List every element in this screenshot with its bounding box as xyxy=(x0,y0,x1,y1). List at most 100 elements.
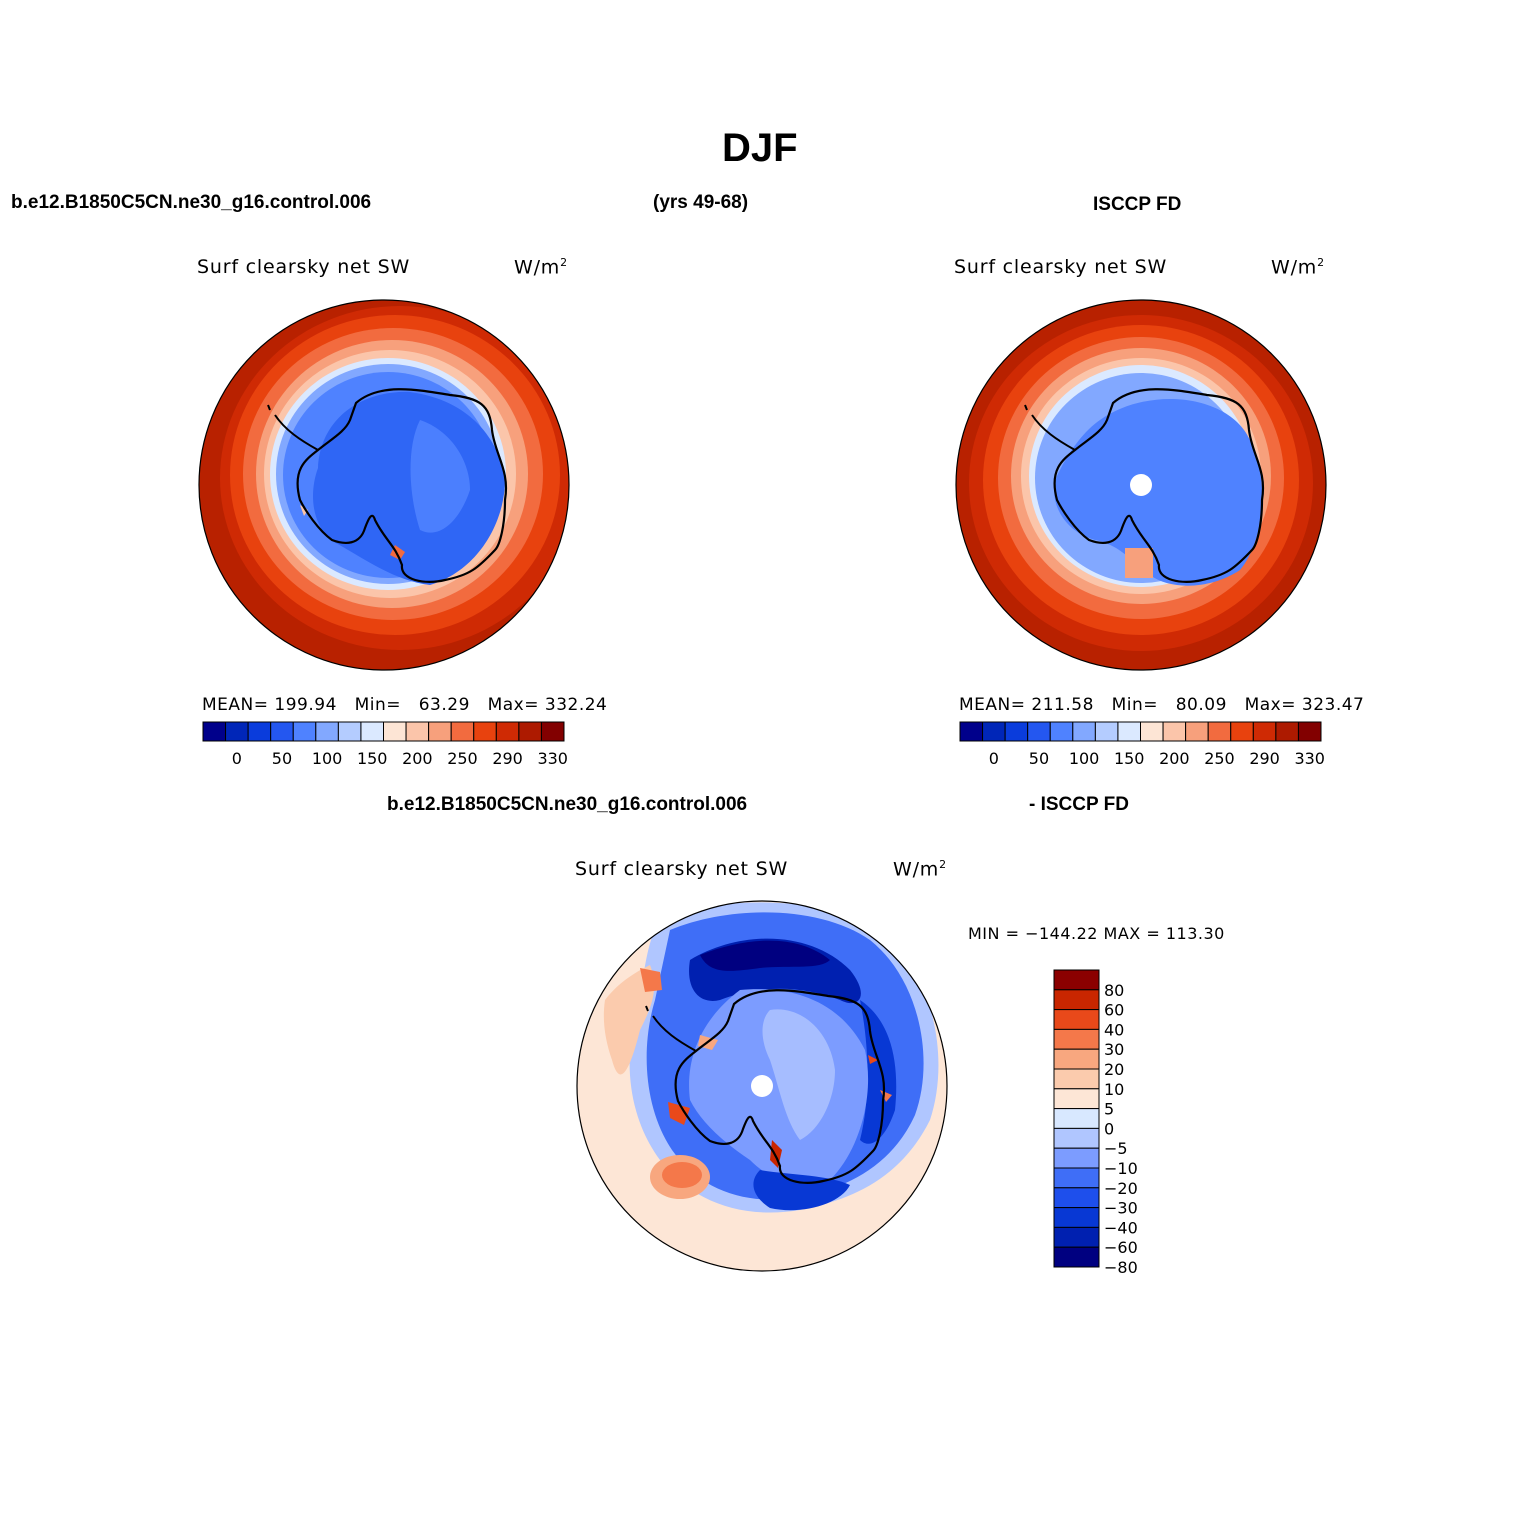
diff-colorbar-tick-label: −5 xyxy=(1104,1139,1128,1158)
diff-units-base: W/m xyxy=(893,858,940,881)
model-colorbar-swatch xyxy=(540,721,565,742)
model-colorbar-swatch xyxy=(405,721,430,742)
diff-case-name: b.e12.B1850C5CN.ne30_g16.control.006 xyxy=(387,794,748,815)
diff-colorbar-tick-label: 40 xyxy=(1104,1020,1124,1039)
diff-units-exp: 2 xyxy=(939,858,947,871)
model-colorbar-swatch xyxy=(337,721,362,742)
diff-colorbar-tick-label: 5 xyxy=(1104,1100,1114,1119)
diff-colorbar-tick-label: −20 xyxy=(1104,1179,1138,1198)
model-colorbar-tick-label: 200 xyxy=(402,749,433,768)
obs-stats: MEAN= 211.58 Min= 80.09 Max= 323.47 xyxy=(959,695,1365,715)
obs-colorbar-tick-label: 330 xyxy=(1294,749,1325,768)
diff-colorbar-tick-label: −10 xyxy=(1104,1159,1138,1178)
diff-stats: MIN = −144.22 MAX = 113.30 xyxy=(968,924,1225,943)
model-colorbar-swatch xyxy=(247,721,272,742)
model-colorbar-tick-label: 330 xyxy=(537,749,568,768)
obs-units: W/m2 xyxy=(1271,256,1325,278)
obs-colorbar-swatch xyxy=(1297,721,1322,742)
diff-colorbar-swatch xyxy=(1053,1108,1100,1129)
model-colorbar-swatch xyxy=(518,721,542,742)
model-colorbar-tick-label: 0 xyxy=(232,749,242,768)
obs-antarctica-outline xyxy=(1053,388,1265,583)
model-colorbar-swatch xyxy=(495,721,520,742)
model-colorbar-swatch xyxy=(360,721,384,742)
diff-colorbar-swatch xyxy=(1053,1147,1100,1169)
model-map xyxy=(198,299,570,671)
obs-colorbar-swatch xyxy=(1094,721,1119,742)
obs-map xyxy=(955,299,1327,671)
diff-variable-title: Surf clearsky net SW xyxy=(575,858,789,880)
obs-colorbar-swatch xyxy=(1230,721,1254,742)
diff-map xyxy=(576,900,948,1272)
obs-colorbar-tick-label: 200 xyxy=(1159,749,1190,768)
diff-colorbar-swatch xyxy=(1053,989,1100,1011)
diff-units: W/m2 xyxy=(893,858,947,880)
obs-units-exp: 2 xyxy=(1317,256,1325,269)
model-colorbar-swatch xyxy=(315,721,339,742)
obs-name: ISCCP FD xyxy=(1093,194,1182,215)
case-name: b.e12.B1850C5CN.ne30_g16.control.006 xyxy=(11,192,372,213)
obs-colorbar-swatch xyxy=(1207,721,1232,742)
diff-colorbar-tick-label: −60 xyxy=(1104,1238,1138,1257)
model-antarctica-outline xyxy=(296,388,508,583)
model-colorbar-tick-label: 250 xyxy=(447,749,478,768)
diff-colorbar-swatch xyxy=(1053,1246,1100,1268)
model-colorbar: 0 50 100 150 200 250 290 330 xyxy=(202,721,568,768)
obs-colorbar-swatch xyxy=(1140,721,1164,742)
diff-colorbar-swatch xyxy=(1053,1068,1100,1090)
diff-colorbar-swatch xyxy=(1053,1009,1100,1030)
obs-colorbar-swatch xyxy=(1117,721,1141,742)
obs-pole-hole xyxy=(1130,474,1152,496)
diff-colorbar-swatch xyxy=(1053,1207,1100,1228)
diff-colorbar-swatch xyxy=(1053,1088,1100,1110)
obs-colorbar-swatch xyxy=(959,721,984,742)
diff-colorbar-swatch xyxy=(1053,1028,1100,1050)
model-colorbar-swatch xyxy=(292,721,317,742)
diff-colorbar-tick-label: 0 xyxy=(1104,1119,1114,1138)
model-stats: MEAN= 199.94 Min= 63.29 Max= 332.24 xyxy=(202,695,608,715)
diff-colorbar-swatch xyxy=(1053,1187,1100,1209)
obs-colorbar-swatch xyxy=(1252,721,1277,742)
page-title: DJF xyxy=(722,126,798,170)
obs-colorbar-swatch xyxy=(1072,721,1096,742)
obs-colorbar-swatch xyxy=(1049,721,1074,742)
diff-obs-name: - ISCCP FD xyxy=(1029,794,1129,815)
diff-colorbar-tick-label: −80 xyxy=(1104,1258,1138,1277)
years-label: (yrs 49-68) xyxy=(653,192,749,213)
obs-colorbar-tick-label: 0 xyxy=(989,749,999,768)
diff-colorbar-swatch xyxy=(1053,969,1100,991)
obs-colorbar-tick-label: 50 xyxy=(1029,749,1049,768)
obs-units-base: W/m xyxy=(1271,256,1318,279)
model-colorbar-swatch xyxy=(270,721,294,742)
model-variable-title: Surf clearsky net SW xyxy=(197,256,411,278)
obs-colorbar-swatch xyxy=(982,721,1006,742)
obs-colorbar-swatch xyxy=(1162,721,1187,742)
model-colorbar-swatch xyxy=(450,721,475,742)
obs-colorbar: 0 50 100 150 200 250 290 330 xyxy=(959,721,1325,768)
obs-colorbar-swatch xyxy=(1275,721,1299,742)
diff-colorbar-tick-label: 60 xyxy=(1104,1001,1124,1020)
diff-pole-hole xyxy=(751,1075,773,1097)
model-units-base: W/m xyxy=(514,256,561,279)
obs-colorbar-tick-label: 250 xyxy=(1204,749,1235,768)
diff-colorbar-tick-label: 10 xyxy=(1104,1080,1124,1099)
diff-colorbar-tick-label: 80 xyxy=(1104,981,1124,1000)
model-colorbar-swatch xyxy=(473,721,497,742)
obs-variable-title: Surf clearsky net SW xyxy=(954,256,1168,278)
diff-colorbar-swatch xyxy=(1053,1167,1100,1189)
model-colorbar-swatch xyxy=(383,721,407,742)
diff-colorbar-tick-label: 30 xyxy=(1104,1040,1124,1059)
model-colorbar-tick-label: 100 xyxy=(312,749,343,768)
diff-colorbar-tick-label: 20 xyxy=(1104,1060,1124,1079)
model-colorbar-swatch xyxy=(225,721,249,742)
obs-colorbar-swatch xyxy=(1027,721,1051,742)
diff-colorbar-swatch xyxy=(1053,1048,1100,1070)
diff-colorbar-swatch xyxy=(1053,1127,1100,1149)
diff-antarctica-outline xyxy=(674,989,886,1184)
diff-colorbar-swatch xyxy=(1053,1226,1100,1248)
model-units: W/m2 xyxy=(514,256,568,278)
model-colorbar-swatch xyxy=(202,721,227,742)
obs-colorbar-tick-label: 150 xyxy=(1114,749,1145,768)
